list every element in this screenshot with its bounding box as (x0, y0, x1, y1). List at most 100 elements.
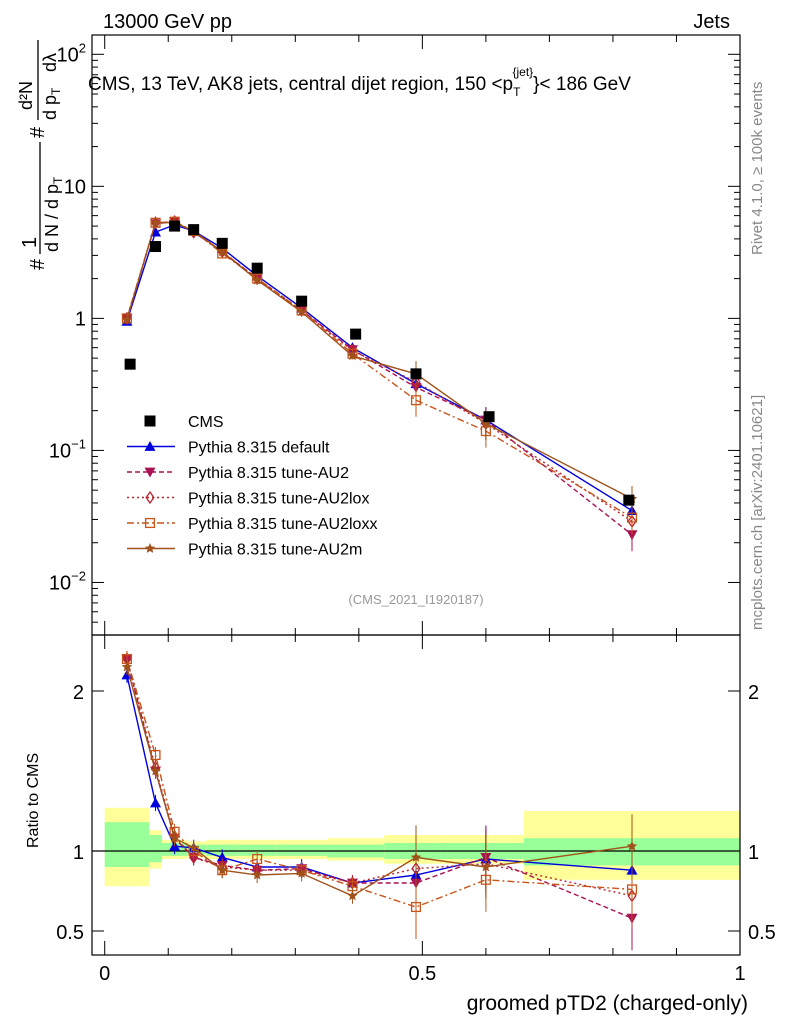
ratio-ytick-label-right: 1 (748, 842, 759, 864)
ratio-uncertainty-bands (104, 807, 740, 887)
series-point-ratio-au2m (169, 832, 180, 843)
watermark: (CMS_2021_I1920187) (348, 592, 483, 607)
svg-text:d²N: d²N (16, 81, 36, 110)
data-point (410, 368, 422, 380)
ratio-panel-frame (91, 634, 741, 956)
data-point (124, 358, 136, 370)
xtick-label: 0.5 (408, 963, 436, 985)
band-green-5 (238, 844, 277, 856)
legend-marker-au2m (144, 543, 156, 553)
legend-item-au2lox: Pythia 8.315 tune-AU2lox (127, 491, 369, 508)
header-left: 13000 GeV pp (103, 11, 232, 33)
series-point-ratio-default (150, 797, 162, 808)
ylabel-dlambda: dλ (40, 53, 60, 72)
legend-marker-au2lox (145, 490, 155, 505)
series-point-ratio-au2m (121, 661, 133, 672)
series-data (124, 220, 635, 506)
data-point (251, 262, 263, 274)
main-ytick-exp: 2 (79, 40, 86, 55)
series-point-ratio-default (216, 851, 228, 862)
series-point-ratio-au2m (150, 765, 161, 776)
series-point-main-au2m (296, 306, 307, 317)
legend-label-au2loxx: Pythia 8.315 tune-AU2loxx (188, 516, 377, 533)
series-point-main-au2m (150, 217, 161, 228)
legend-marker-default (144, 441, 156, 451)
series-line-main-au2loxx (126, 220, 633, 519)
series-point-ratio-au2m (188, 842, 199, 853)
legend-marker-data (144, 415, 156, 427)
data-series (121, 215, 638, 951)
series-point-ratio-au2m (410, 851, 422, 862)
legend-label-default: Pythia 8.315 default (188, 440, 330, 457)
series-point-main-au2m (251, 274, 263, 285)
legend-label-au2: Pythia 8.315 tune-AU2 (188, 465, 349, 482)
svg-text:d N / d pT: d N / d pT (42, 176, 65, 252)
main-ytick-base: 10 (64, 176, 86, 198)
rivet-label: Rivet 4.1.0, ≥ 100k events (749, 82, 766, 255)
ylabel-hash: # (27, 258, 49, 270)
series-line-main-au2m (126, 221, 633, 500)
series-point-ratio-au2loxx (252, 853, 263, 865)
ratio-ytick-label: 0.5 (56, 922, 84, 944)
series-point-main-au2m (217, 246, 228, 257)
plot-title: CMS, 13 TeV, AK8 jets, central dijet reg… (88, 65, 631, 99)
series-point-main-au2m (347, 350, 358, 361)
band-green-1 (149, 835, 162, 863)
title-prefix: CMS, 13 TeV, AK8 jets, central dijet reg… (88, 74, 513, 95)
svg-text:#: # (27, 126, 49, 138)
svg-text:1: 1 (19, 237, 41, 248)
legend-item-au2: Pythia 8.315 tune-AU2 (127, 465, 349, 482)
series-line-main-au2 (126, 220, 633, 536)
y-axis-label-ratio: Ratio to CMS (25, 753, 42, 848)
series-default (121, 219, 638, 907)
legend-item-au2loxx: Pythia 8.315 tune-AU2loxx (127, 516, 377, 533)
main-ytick-exp: −2 (71, 568, 86, 583)
legend-label-data: CMS (188, 414, 224, 431)
data-point (150, 241, 162, 253)
x-axis-label: groomed pTD2 (charged-only) (467, 992, 748, 1015)
legend-item-data: CMS (144, 414, 224, 431)
main-ytick-label: 10−2 (49, 568, 86, 594)
series-point-ratio-au2m (251, 869, 263, 880)
main-ytick-exp: −1 (71, 436, 86, 451)
ylabel-dpt: d p (40, 95, 60, 120)
legend-marker-au2loxx (144, 517, 156, 529)
series-point-main-au2loxx (410, 395, 422, 406)
data-point (169, 220, 181, 232)
ratio-ytick-label: 2 (73, 682, 84, 704)
xtick-label: 1 (734, 963, 745, 985)
title-suffix: }< 186 GeV (533, 74, 631, 95)
header-right: Jets (693, 11, 730, 33)
data-point (188, 224, 200, 236)
series-point-main-au2lox (122, 311, 132, 326)
ratio-ytick-label: 1 (73, 842, 84, 864)
main-ytick-base: 10 (49, 572, 71, 594)
series-line-main-au2lox (126, 220, 633, 522)
legend: CMS Pythia 8.315 default Pythia 8.315 tune… (127, 414, 377, 559)
xtick-label: 0 (99, 963, 110, 985)
main-ytick-base: 1 (75, 308, 86, 330)
legend-label-au2m: Pythia 8.315 tune-AU2m (188, 542, 362, 559)
svg-text:d pT: d pT (40, 87, 63, 120)
ratio-ytick-label-right: 0.5 (748, 922, 776, 944)
band-green-0 (104, 822, 150, 867)
legend-label-au2lox: Pythia 8.315 tune-AU2lox (188, 491, 369, 508)
main-ytick-base: 10 (57, 44, 79, 66)
legend-item-au2m: Pythia 8.315 tune-AU2m (127, 542, 362, 559)
svg-text:#: # (27, 258, 49, 270)
ylabel-one: 1 (19, 237, 41, 248)
series-point-ratio-au2m (480, 861, 492, 872)
series-point-ratio-au2loxx (410, 901, 422, 913)
legend-marker-au2 (144, 467, 156, 478)
ylabel-d2n: d²N (16, 81, 36, 110)
series-point-ratio-au2m (626, 840, 638, 851)
main-ytick-label: 1 (75, 308, 86, 330)
main-ytick-label: 10 (64, 176, 86, 198)
main-ytick-label: 102 (57, 40, 86, 66)
y-axis-label-main: # 1 d N / d pT # d²N d pT dλ (16, 40, 65, 270)
ylabel-dndpt: d N / d p (42, 184, 62, 252)
title-sub: T (513, 85, 521, 99)
mcplots-label: mcplots.cern.ch [arXiv:2401.10621] (749, 395, 766, 630)
